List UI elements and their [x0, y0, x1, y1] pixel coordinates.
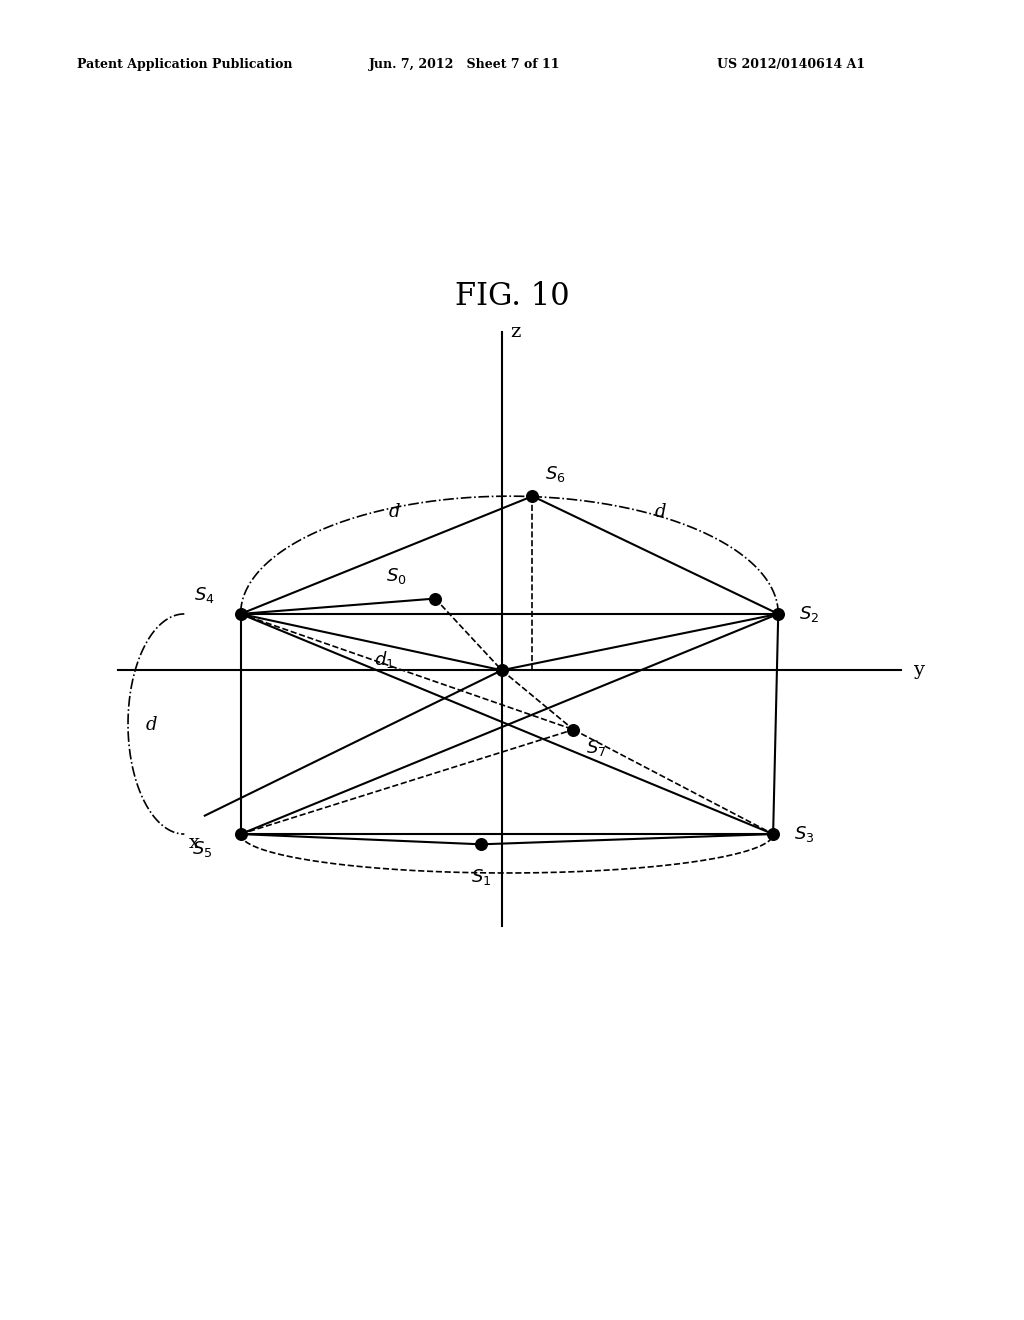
Text: $S_{3}$: $S_{3}$ [794, 824, 814, 843]
Point [524, 486, 541, 507]
Point [473, 834, 489, 855]
Point [232, 824, 249, 845]
Text: $S_{5}$: $S_{5}$ [191, 840, 212, 859]
Text: US 2012/0140614 A1: US 2012/0140614 A1 [717, 58, 865, 71]
Text: d: d [388, 503, 400, 520]
Text: $S_{2}$: $S_{2}$ [799, 605, 819, 624]
Text: d: d [145, 715, 158, 734]
Text: FIG. 10: FIG. 10 [455, 281, 569, 312]
Point [770, 603, 786, 624]
Text: Patent Application Publication: Patent Application Publication [77, 58, 292, 71]
Point [494, 660, 510, 681]
Text: $S_{7}$: $S_{7}$ [586, 738, 606, 758]
Text: z: z [510, 323, 520, 342]
Point [765, 824, 781, 845]
Point [427, 587, 443, 609]
Text: $S_{6}$: $S_{6}$ [545, 463, 565, 483]
Point [565, 719, 582, 741]
Text: y: y [913, 661, 925, 680]
Text: x: x [188, 834, 200, 853]
Text: $S_{0}$: $S_{0}$ [386, 566, 407, 586]
Text: d: d [654, 503, 667, 520]
Text: $d_1$: $d_1$ [374, 649, 394, 671]
Text: $S_{4}$: $S_{4}$ [195, 586, 215, 606]
Text: Jun. 7, 2012   Sheet 7 of 11: Jun. 7, 2012 Sheet 7 of 11 [369, 58, 560, 71]
Text: $S_{1}$: $S_{1}$ [471, 867, 492, 887]
Point [232, 603, 249, 624]
